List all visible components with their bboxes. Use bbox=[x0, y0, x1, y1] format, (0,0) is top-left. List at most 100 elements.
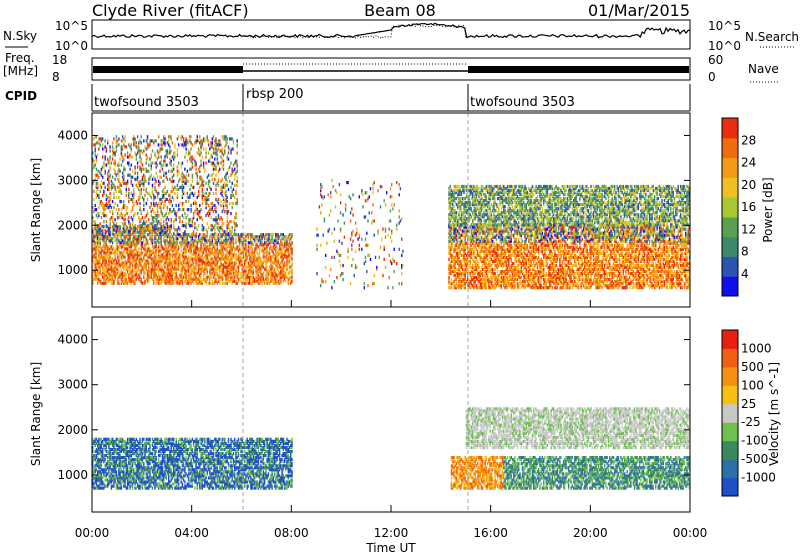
data-cell bbox=[120, 253, 123, 257]
data-cell bbox=[180, 185, 182, 189]
data-cell bbox=[118, 279, 120, 283]
data-cell bbox=[108, 279, 110, 283]
data-cell bbox=[136, 212, 139, 216]
data-cell bbox=[275, 249, 277, 253]
data-cell bbox=[140, 235, 142, 239]
data-cell bbox=[249, 247, 251, 251]
data-cell bbox=[125, 193, 127, 197]
data-cell bbox=[107, 263, 109, 267]
data-cell bbox=[273, 271, 276, 275]
data-cell bbox=[240, 263, 242, 267]
data-cell bbox=[191, 218, 194, 222]
data-cell bbox=[256, 243, 258, 247]
data-cell bbox=[165, 163, 167, 167]
data-cell bbox=[153, 247, 155, 251]
data-cell bbox=[134, 277, 136, 281]
data-cell bbox=[187, 273, 190, 277]
data-cell bbox=[207, 257, 210, 261]
data-cell bbox=[182, 137, 185, 141]
data-cell bbox=[126, 173, 129, 177]
data-cell bbox=[199, 277, 201, 281]
data-cell bbox=[118, 225, 120, 229]
data-cell bbox=[246, 273, 248, 277]
data-cell bbox=[138, 259, 140, 263]
data-cell bbox=[125, 225, 127, 229]
data-cell bbox=[92, 275, 94, 279]
data-cell bbox=[154, 259, 156, 263]
data-cell bbox=[121, 179, 124, 183]
data-cell bbox=[232, 267, 235, 271]
data-cell bbox=[144, 249, 146, 253]
data-cell bbox=[464, 276, 466, 280]
data-cell bbox=[202, 165, 205, 169]
data-cell bbox=[138, 267, 140, 271]
data-cell bbox=[262, 261, 265, 265]
data-cell bbox=[321, 203, 323, 207]
data-cell bbox=[129, 281, 131, 285]
data-cell bbox=[273, 281, 276, 285]
data-cell bbox=[115, 251, 118, 255]
data-cell bbox=[459, 241, 461, 245]
data-cell bbox=[119, 271, 121, 275]
data-cell bbox=[102, 263, 104, 267]
data-cell bbox=[237, 257, 240, 261]
data-cell bbox=[129, 265, 131, 269]
data-cell bbox=[195, 201, 197, 206]
data-cell bbox=[135, 177, 137, 181]
data-cell bbox=[118, 177, 120, 181]
data-cell bbox=[175, 251, 177, 255]
data-cell bbox=[145, 220, 147, 224]
data-cell bbox=[215, 269, 217, 273]
data-cell bbox=[287, 261, 289, 265]
data-cell bbox=[349, 282, 352, 286]
data-cell bbox=[178, 281, 180, 285]
data-cell bbox=[209, 273, 211, 277]
data-cell bbox=[236, 145, 238, 149]
data-cell bbox=[134, 137, 136, 141]
data-cell bbox=[179, 220, 181, 224]
data-cell bbox=[94, 173, 96, 177]
data-cell bbox=[195, 271, 197, 275]
data-cell bbox=[130, 197, 132, 202]
data-cell bbox=[250, 235, 252, 239]
data-cell bbox=[463, 247, 465, 251]
data-cell bbox=[391, 261, 393, 266]
data-cell bbox=[102, 271, 104, 275]
data-cell bbox=[155, 259, 157, 263]
data-cell bbox=[333, 239, 336, 243]
data-cell bbox=[278, 253, 281, 257]
data-cell bbox=[362, 205, 364, 209]
data-cell bbox=[221, 275, 223, 279]
data-cell bbox=[120, 147, 123, 151]
data-cell bbox=[285, 249, 287, 253]
data-cell bbox=[217, 161, 220, 165]
data-cell bbox=[241, 245, 243, 249]
data-cell bbox=[349, 237, 352, 241]
data-cell bbox=[221, 277, 223, 281]
data-cell bbox=[123, 255, 125, 259]
data-cell bbox=[168, 271, 170, 275]
data-cell bbox=[92, 159, 94, 163]
data-cell bbox=[130, 163, 132, 167]
data-cell bbox=[120, 241, 123, 245]
data-cell bbox=[138, 216, 140, 220]
data-cell bbox=[271, 239, 273, 243]
data-cell bbox=[462, 247, 464, 251]
data-cell bbox=[244, 271, 246, 275]
data-cell bbox=[222, 183, 225, 187]
data-cell bbox=[124, 241, 126, 245]
data-cell bbox=[169, 229, 171, 233]
data-cell bbox=[232, 253, 235, 257]
data-cell bbox=[276, 251, 278, 255]
data-cell bbox=[241, 281, 243, 285]
data-cell bbox=[210, 155, 212, 159]
data-cell bbox=[186, 265, 189, 269]
data-cell bbox=[158, 275, 160, 279]
data-cell bbox=[225, 177, 227, 181]
data-cell bbox=[265, 265, 267, 269]
data-cell bbox=[214, 281, 216, 285]
data-cell bbox=[209, 185, 211, 189]
data-cell bbox=[111, 227, 114, 231]
data-cell bbox=[128, 235, 130, 239]
data-cell bbox=[227, 224, 230, 228]
